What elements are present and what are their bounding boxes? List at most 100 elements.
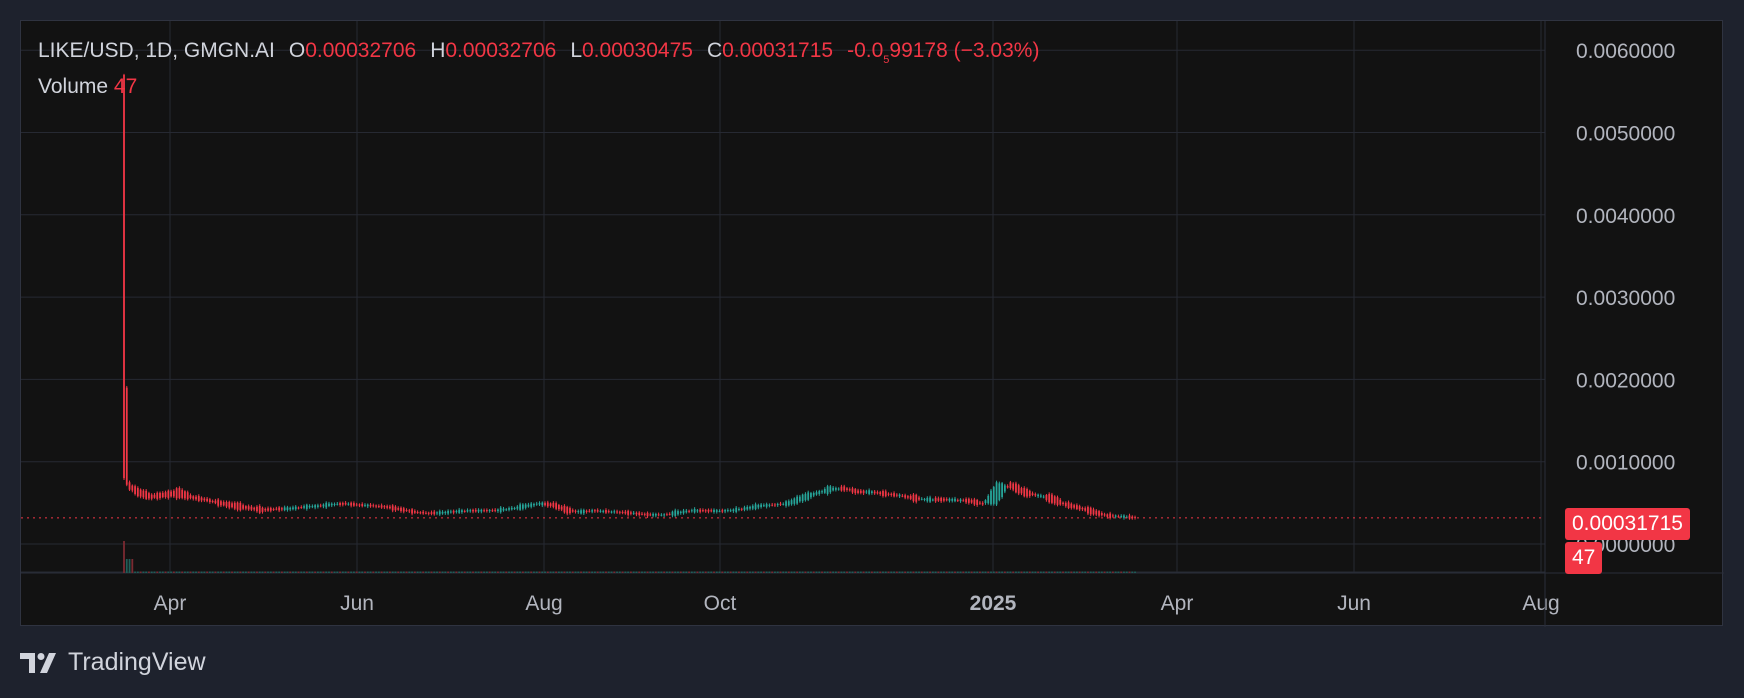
- volume-bar: [1095, 571, 1098, 573]
- candle-body: [131, 485, 134, 491]
- volume-bar: [184, 571, 186, 573]
- volume-bar: [455, 571, 458, 573]
- candle-body: [292, 507, 294, 510]
- volume-bar: [929, 571, 931, 573]
- candle-body: [1031, 493, 1034, 495]
- volume-bar: [494, 571, 497, 573]
- candle-body: [300, 507, 303, 509]
- symbol-label[interactable]: LIKE/USD, 1D, GMGN.AI: [38, 39, 275, 62]
- candle-body: [123, 74, 125, 479]
- candle-body: [178, 488, 181, 498]
- candle-body: [984, 500, 987, 504]
- candle-body: [297, 507, 300, 509]
- volume-bar: [322, 571, 325, 573]
- volume-bar: [510, 571, 513, 573]
- candle-body: [333, 503, 336, 505]
- volume-bar: [909, 571, 912, 573]
- volume-bar: [247, 571, 250, 573]
- candle-body: [893, 493, 895, 497]
- volume-bar: [474, 571, 477, 573]
- volume-bar: [228, 571, 231, 573]
- volume-bar: [283, 571, 286, 573]
- candle-body: [621, 511, 624, 513]
- tradingview-logo[interactable]: TradingView: [20, 648, 206, 677]
- candle-body: [521, 504, 524, 509]
- open-label: O: [288, 39, 306, 62]
- candle-body: [289, 507, 292, 510]
- volume-bar: [538, 571, 541, 573]
- candle-body: [594, 510, 596, 512]
- volume-bar: [685, 571, 688, 573]
- candle-body: [652, 513, 654, 516]
- volume-bar: [738, 571, 740, 573]
- volume-bar: [823, 571, 826, 573]
- candle-body: [1062, 502, 1064, 505]
- low-label: L: [570, 39, 582, 62]
- volume-bar: [854, 571, 857, 573]
- candle-body: [981, 502, 984, 505]
- candle-body: [142, 490, 145, 498]
- volume-bar: [214, 571, 217, 573]
- candle-body: [253, 507, 256, 510]
- volume-bar: [588, 571, 591, 573]
- candle-body: [1100, 512, 1103, 516]
- volume-bar: [139, 571, 142, 573]
- volume-bar: [762, 571, 765, 573]
- volume-bar: [821, 571, 823, 573]
- candle-body: [242, 505, 245, 509]
- volume-bar: [286, 571, 289, 573]
- candle-body: [751, 505, 754, 509]
- volume-bar: [136, 571, 139, 573]
- volume-bar: [353, 571, 355, 573]
- chart-area[interactable]: 0.0060000 0.0050000 0.0040000 0.0030000 0.00…: [20, 20, 1724, 627]
- candle-body: [458, 509, 461, 513]
- volume-bar: [458, 571, 461, 573]
- volume-bar: [1012, 571, 1015, 573]
- volume-bar: [710, 571, 713, 573]
- volume-bar: [397, 571, 400, 573]
- volume-bar: [926, 571, 929, 573]
- volume-bar: [145, 571, 148, 573]
- volume-bar: [557, 571, 560, 573]
- brand-label: TradingView: [68, 648, 206, 676]
- volume-bar: [422, 571, 425, 573]
- price-chart[interactable]: 0.0060000 0.0050000 0.0040000 0.0030000 0.00…: [21, 21, 1724, 627]
- candle-body: [477, 509, 480, 512]
- volume-bar: [907, 571, 909, 573]
- volume-bar: [643, 571, 646, 573]
- volume-bar: [1053, 571, 1056, 573]
- candle-body: [239, 502, 242, 511]
- volume-bar: [671, 571, 674, 573]
- candle-body: [389, 506, 391, 509]
- volume-bar: [203, 571, 206, 573]
- volume-bar: [740, 571, 743, 573]
- volume-bar: [1067, 571, 1070, 573]
- volume-label[interactable]: Volume: [38, 75, 109, 98]
- volume-bar: [1064, 571, 1067, 573]
- candle-body: [1120, 516, 1123, 518]
- candle-body: [303, 506, 305, 508]
- volume-bar: [721, 571, 724, 573]
- volume-bar: [148, 571, 150, 573]
- candle-body: [580, 510, 582, 514]
- candle-body: [339, 503, 341, 505]
- candle-body: [513, 508, 516, 510]
- candle-body: [740, 508, 743, 510]
- candle-body: [217, 499, 220, 506]
- volume-bar: [483, 571, 485, 573]
- candle-body: [449, 511, 452, 513]
- volume-bar: [1087, 571, 1089, 573]
- candle-body: [729, 510, 732, 512]
- candle-body: [317, 505, 319, 507]
- volume-bar: [485, 571, 488, 573]
- candle-body: [666, 514, 668, 516]
- candle-body: [821, 491, 823, 493]
- candle-body: [713, 509, 715, 512]
- candle-body: [585, 510, 588, 512]
- volume-bar: [1092, 571, 1095, 573]
- candle-body: [840, 486, 843, 491]
- volume-bar: [369, 571, 372, 573]
- volume-bar: [314, 571, 317, 573]
- candle-body: [353, 503, 355, 506]
- candle-body: [668, 513, 671, 515]
